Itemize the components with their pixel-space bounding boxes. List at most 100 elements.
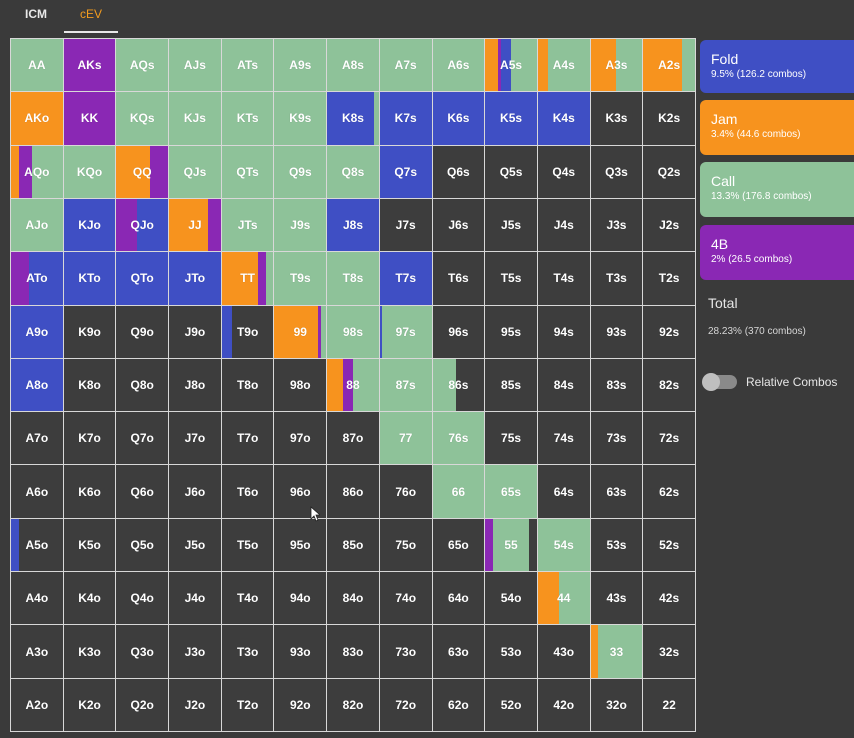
hand-cell-t5s[interactable]: T5s	[485, 252, 537, 305]
hand-cell-88[interactable]: 88	[327, 358, 379, 412]
hand-cell-qts[interactable]: QTs	[221, 145, 274, 198]
hand-cell-q9o[interactable]: Q9o	[116, 305, 169, 358]
hand-cell-k9s[interactable]: K9s	[274, 92, 327, 145]
hand-cell-k4s[interactable]: K4s	[537, 92, 590, 145]
hand-cell-t3o[interactable]: T3o	[221, 625, 274, 678]
hand-cell-j7o[interactable]: J7o	[169, 412, 221, 465]
hand-cell-a7s[interactable]: A7s	[379, 39, 432, 92]
hand-cell-54o[interactable]: 54o	[485, 572, 537, 625]
hand-cell-a3s[interactable]: A3s	[590, 39, 643, 92]
hand-cell-99[interactable]: 99	[274, 305, 327, 358]
hand-cell-k2s[interactable]: K2s	[643, 92, 695, 145]
hand-cell-a8s[interactable]: A8s	[327, 39, 379, 92]
hand-cell-85o[interactable]: 85o	[327, 518, 379, 572]
hand-cell-k3o[interactable]: K3o	[63, 625, 116, 678]
hand-cell-q4s[interactable]: Q4s	[537, 145, 590, 198]
hand-cell-a8o[interactable]: A8o	[11, 358, 63, 412]
hand-cell-72o[interactable]: 72o	[379, 678, 432, 731]
hand-cell-j9o[interactable]: J9o	[169, 305, 221, 358]
hand-cell-aks[interactable]: AKs	[63, 39, 116, 92]
hand-cell-95s[interactable]: 95s	[485, 305, 537, 358]
hand-cell-aa[interactable]: AA	[11, 39, 63, 92]
hand-cell-84s[interactable]: 84s	[537, 358, 590, 412]
hand-cell-q6o[interactable]: Q6o	[116, 465, 169, 518]
hand-cell-a6s[interactable]: A6s	[432, 39, 485, 92]
hand-cell-j3s[interactable]: J3s	[590, 198, 643, 252]
hand-cell-j5s[interactable]: J5s	[485, 198, 537, 252]
hand-cell-t7o[interactable]: T7o	[221, 412, 274, 465]
hand-cell-92o[interactable]: 92o	[274, 678, 327, 731]
legend-4b[interactable]: 4B 2% (26.5 combos)	[700, 225, 854, 280]
hand-cell-74s[interactable]: 74s	[537, 412, 590, 465]
hand-cell-kto[interactable]: KTo	[63, 252, 116, 305]
hand-cell-j2s[interactable]: J2s	[643, 198, 695, 252]
hand-cell-t8o[interactable]: T8o	[221, 358, 274, 412]
hand-cell-96s[interactable]: 96s	[432, 305, 485, 358]
hand-cell-j4s[interactable]: J4s	[537, 198, 590, 252]
hand-cell-52o[interactable]: 52o	[485, 678, 537, 731]
hand-cell-a4s[interactable]: A4s	[537, 39, 590, 92]
tab-cev[interactable]: cEV	[80, 7, 103, 21]
hand-cell-j2o[interactable]: J2o	[169, 678, 221, 731]
hand-cell-tt[interactable]: TT	[221, 252, 274, 305]
hand-cell-96o[interactable]: 96o	[274, 465, 327, 518]
hand-cell-42s[interactable]: 42s	[643, 572, 695, 625]
hand-cell-74o[interactable]: 74o	[379, 572, 432, 625]
hand-cell-q4o[interactable]: Q4o	[116, 572, 169, 625]
hand-cell-98o[interactable]: 98o	[274, 358, 327, 412]
hand-cell-a7o[interactable]: A7o	[11, 412, 63, 465]
hand-cell-ato[interactable]: ATo	[11, 252, 63, 305]
hand-cell-j6o[interactable]: J6o	[169, 465, 221, 518]
hand-cell-jto[interactable]: JTo	[169, 252, 221, 305]
hand-cell-k7s[interactable]: K7s	[379, 92, 432, 145]
hand-cell-a9o[interactable]: A9o	[11, 305, 63, 358]
hand-cell-82s[interactable]: 82s	[643, 358, 695, 412]
hand-cell-62s[interactable]: 62s	[643, 465, 695, 518]
hand-cell-a6o[interactable]: A6o	[11, 465, 63, 518]
hand-cell-a2o[interactable]: A2o	[11, 678, 63, 731]
hand-cell-q3s[interactable]: Q3s	[590, 145, 643, 198]
hand-cell-a4o[interactable]: A4o	[11, 572, 63, 625]
hand-cell-93s[interactable]: 93s	[590, 305, 643, 358]
hand-cell-k5o[interactable]: K5o	[63, 518, 116, 572]
hand-cell-64o[interactable]: 64o	[432, 572, 485, 625]
hand-cell-a2s[interactable]: A2s	[643, 39, 695, 92]
hand-cell-73o[interactable]: 73o	[379, 625, 432, 678]
hand-cell-65s[interactable]: 65s	[485, 465, 537, 518]
hand-cell-k8o[interactable]: K8o	[63, 358, 116, 412]
hand-cell-j7s[interactable]: J7s	[379, 198, 432, 252]
hand-cell-q8o[interactable]: Q8o	[116, 358, 169, 412]
hand-cell-94o[interactable]: 94o	[274, 572, 327, 625]
hand-cell-87s[interactable]: 87s	[379, 358, 432, 412]
hand-cell-t5o[interactable]: T5o	[221, 518, 274, 572]
hand-cell-j8s[interactable]: J8s	[327, 198, 379, 252]
hand-cell-k8s[interactable]: K8s	[327, 92, 379, 145]
hand-cell-kqo[interactable]: KQo	[63, 145, 116, 198]
hand-cell-75s[interactable]: 75s	[485, 412, 537, 465]
hand-cell-92s[interactable]: 92s	[643, 305, 695, 358]
hand-cell-43o[interactable]: 43o	[537, 625, 590, 678]
hand-cell-k7o[interactable]: K7o	[63, 412, 116, 465]
hand-cell-ats[interactable]: ATs	[221, 39, 274, 92]
hand-cell-a9s[interactable]: A9s	[274, 39, 327, 92]
hand-cell-q7o[interactable]: Q7o	[116, 412, 169, 465]
hand-cell-j6s[interactable]: J6s	[432, 198, 485, 252]
hand-cell-q8s[interactable]: Q8s	[327, 145, 379, 198]
hand-cell-ako[interactable]: AKo	[11, 92, 63, 145]
hand-cell-kk[interactable]: KK	[63, 92, 116, 145]
hand-cell-k5s[interactable]: K5s	[485, 92, 537, 145]
legend-fold[interactable]: Fold 9.5% (126.2 combos)	[700, 40, 854, 93]
hand-cell-a5o[interactable]: A5o	[11, 518, 63, 572]
hand-cell-k3s[interactable]: K3s	[590, 92, 643, 145]
hand-cell-a5s[interactable]: A5s	[485, 39, 537, 92]
hand-cell-93o[interactable]: 93o	[274, 625, 327, 678]
relative-combos-toggle[interactable]	[702, 373, 737, 391]
hand-cell-t2s[interactable]: T2s	[643, 252, 695, 305]
hand-cell-ajo[interactable]: AJo	[11, 198, 63, 252]
hand-cell-32o[interactable]: 32o	[590, 678, 643, 731]
hand-cell-94s[interactable]: 94s	[537, 305, 590, 358]
hand-cell-k6o[interactable]: K6o	[63, 465, 116, 518]
hand-cell-76s[interactable]: 76s	[432, 412, 485, 465]
hand-cell-k4o[interactable]: K4o	[63, 572, 116, 625]
hand-cell-97o[interactable]: 97o	[274, 412, 327, 465]
